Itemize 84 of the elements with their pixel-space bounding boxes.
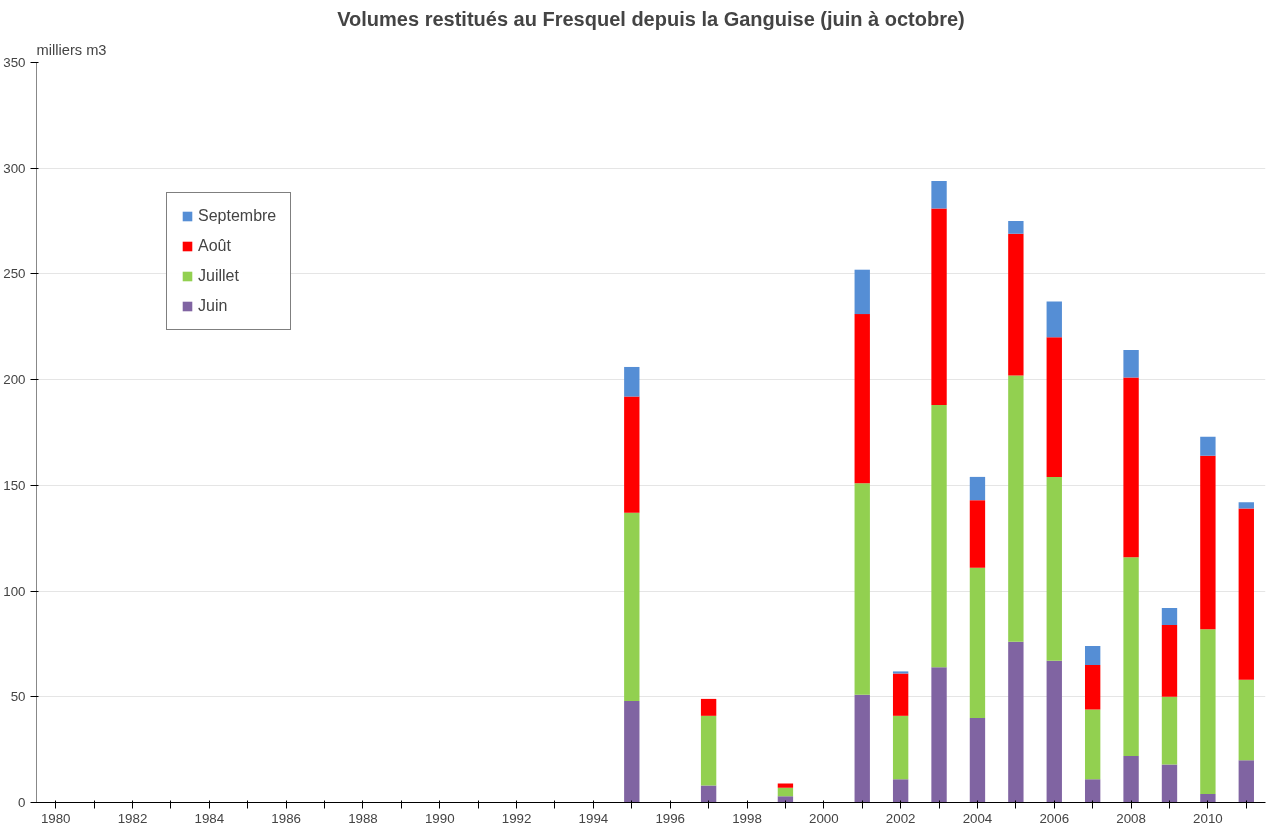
x-tick-label: 2006 <box>1039 810 1070 826</box>
legend-label: Juin <box>198 297 228 315</box>
y-tick-label: 100 <box>3 583 26 599</box>
bar <box>854 483 870 695</box>
bar <box>1200 436 1216 456</box>
bar <box>1084 709 1101 780</box>
y-tick-label: 350 <box>3 55 26 70</box>
bar <box>1161 696 1178 765</box>
x-tick-label: 2008 <box>1116 810 1146 826</box>
bar <box>969 500 986 568</box>
bar <box>1200 629 1216 795</box>
bar <box>1161 607 1178 625</box>
bar <box>1046 660 1062 803</box>
bar <box>1084 665 1101 710</box>
bar <box>624 396 640 513</box>
bar <box>1238 679 1254 761</box>
bar <box>931 405 947 668</box>
bar <box>931 667 947 803</box>
bar <box>931 208 947 406</box>
x-tick-label: 2002 <box>885 810 916 826</box>
bar <box>1200 794 1216 803</box>
bar <box>1008 641 1024 803</box>
bar <box>892 715 909 780</box>
y-tick-label: 150 <box>3 477 26 493</box>
x-tick-label: 1992 <box>501 810 532 826</box>
bar <box>1238 760 1254 803</box>
bar <box>892 779 909 803</box>
bar <box>1046 337 1062 477</box>
bar <box>1046 301 1062 338</box>
bar <box>969 567 986 718</box>
legend-label: Juillet <box>198 267 239 285</box>
bar <box>1008 221 1024 234</box>
x-tick-label: 1990 <box>424 810 455 826</box>
y-tick-label: 300 <box>3 160 26 176</box>
bar <box>1084 646 1101 666</box>
bar <box>700 785 717 803</box>
x-tick-label: 1984 <box>194 810 225 826</box>
bar <box>854 269 870 315</box>
x-tick-label: 1988 <box>348 810 378 826</box>
x-tick-label: 1998 <box>732 810 762 826</box>
bar <box>1238 508 1254 680</box>
bar <box>777 783 794 788</box>
bar <box>854 694 870 803</box>
x-tick-label: 1994 <box>578 810 609 826</box>
bar <box>1123 557 1139 756</box>
bar <box>892 671 909 674</box>
bar <box>777 787 794 797</box>
chart-title: Volumes restitués au Fresquel depuis la Ganguise (juin à octobre) <box>337 7 965 30</box>
bar <box>1008 375 1024 642</box>
y-axis-title: milliers m3 <box>36 41 107 58</box>
bar <box>1161 764 1178 803</box>
bar <box>892 673 909 716</box>
bar <box>1046 476 1062 661</box>
bar <box>969 476 986 501</box>
bar <box>700 715 717 786</box>
x-tick-label: 2004 <box>962 810 993 826</box>
bar <box>1008 233 1024 376</box>
x-tick-label: 2000 <box>809 810 839 826</box>
x-tick-label: 2010 <box>1193 810 1223 826</box>
y-tick-label: 250 <box>3 266 26 282</box>
bar <box>624 512 640 702</box>
x-tick-label: 1986 <box>271 810 301 826</box>
bar <box>1123 350 1139 378</box>
x-tick-label: 1980 <box>40 810 71 826</box>
bar <box>624 701 640 803</box>
x-tick-label: 1996 <box>655 810 686 826</box>
bar <box>1200 455 1216 630</box>
bar <box>1161 624 1178 697</box>
y-tick-label: 200 <box>3 372 26 388</box>
bar <box>931 180 947 209</box>
x-tick-label: 1982 <box>117 810 148 826</box>
bar <box>777 796 794 803</box>
bar <box>1123 755 1139 803</box>
bar <box>1238 502 1254 509</box>
legend-label: Septembre <box>198 207 277 225</box>
y-tick-label: 0 <box>18 795 26 810</box>
bar <box>624 366 640 397</box>
bar <box>1123 377 1139 558</box>
legend-label: Août <box>198 237 231 255</box>
bar <box>854 314 870 484</box>
bar <box>700 698 717 716</box>
y-tick-label: 50 <box>10 689 26 705</box>
bar <box>969 717 986 803</box>
bar <box>1084 779 1101 803</box>
